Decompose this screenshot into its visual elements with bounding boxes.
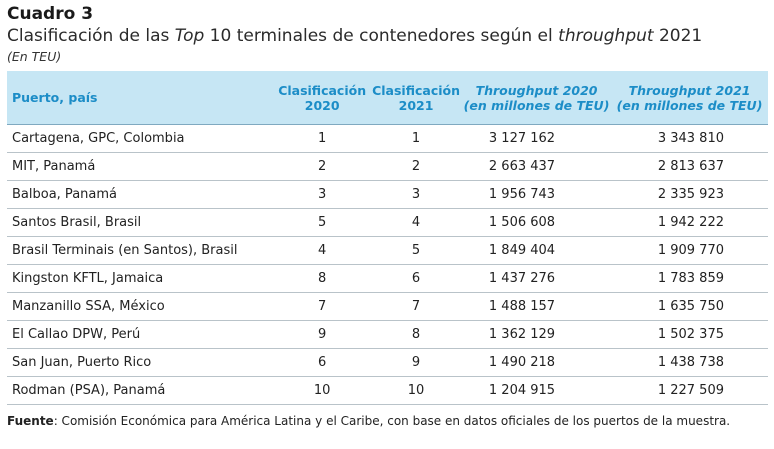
source-text: : Comisión Económica para América Latina… <box>53 414 731 428</box>
cell-rank-2021: 5 <box>370 236 463 265</box>
cell-rank-2020: 3 <box>274 180 371 209</box>
header-throughput-2021-line1: Throughput 2021 <box>628 82 751 98</box>
table-row: Brasil Terminais (en Santos), Brasil 4 5… <box>7 236 768 265</box>
cell-port: El Callao DPW, Perú <box>7 320 275 349</box>
cell-throughput-2021: 1 783 859 <box>611 264 768 293</box>
table-row: Manzanillo SSA, México 7 7 1 488 157 1 6… <box>7 292 768 321</box>
cell-port: Santos Brasil, Brasil <box>7 208 275 237</box>
cell-throughput-2021: 1 438 738 <box>611 348 768 377</box>
cell-rank-2020: 6 <box>274 348 371 377</box>
cell-rank-2021: 8 <box>370 320 463 349</box>
header-rank-2020-line2: 2020 <box>304 97 340 113</box>
cell-throughput-2020: 1 362 129 <box>462 320 612 349</box>
header-rank-2021: Clasificación 2021 <box>370 71 462 125</box>
table-row: Kingston KFTL, Jamaica 8 6 1 437 276 1 7… <box>7 264 768 293</box>
cell-port: Rodman (PSA), Panamá <box>7 376 275 405</box>
cell-rank-2021: 7 <box>370 292 463 321</box>
table-row: El Callao DPW, Perú 9 8 1 362 129 1 502 … <box>7 320 768 349</box>
table-row: San Juan, Puerto Rico 6 9 1 490 218 1 43… <box>7 348 768 377</box>
header-throughput-2020-line1: Throughput 2020 <box>475 82 598 98</box>
cell-throughput-2020: 1 204 915 <box>462 376 612 405</box>
cell-rank-2021: 2 <box>370 152 463 181</box>
source-label: Fuente <box>7 414 54 428</box>
cell-throughput-2021: 1 502 375 <box>611 320 768 349</box>
cell-throughput-2021: 3 343 810 <box>611 124 768 153</box>
cell-rank-2021: 4 <box>370 208 463 237</box>
cell-port: San Juan, Puerto Rico <box>7 348 275 377</box>
cell-rank-2020: 4 <box>274 236 371 265</box>
ranking-table: Puerto, país Clasificación 2020 Clasifica… <box>7 71 768 405</box>
header-rank-2020: Clasificación 2020 <box>274 71 370 125</box>
cell-rank-2020: 10 <box>274 376 371 405</box>
cell-throughput-2021: 1 942 222 <box>611 208 768 237</box>
title-part1: Clasificación de las <box>7 26 175 46</box>
cell-throughput-2020: 1 488 157 <box>462 292 612 321</box>
cell-port: Brasil Terminais (en Santos), Brasil <box>7 236 275 265</box>
cell-throughput-2020: 3 127 162 <box>462 124 612 153</box>
cell-throughput-2020: 1 956 743 <box>462 180 612 209</box>
cell-rank-2020: 5 <box>274 208 371 237</box>
cell-port: Manzanillo SSA, México <box>7 292 275 321</box>
document: Cuadro 3 Clasificación de las Top 10 ter… <box>7 4 768 428</box>
cell-port: Kingston KFTL, Jamaica <box>7 264 275 293</box>
cell-throughput-2020: 1 506 608 <box>462 208 612 237</box>
cell-port: Balboa, Panamá <box>7 180 275 209</box>
cell-rank-2020: 2 <box>274 152 371 181</box>
cell-rank-2020: 8 <box>274 264 371 293</box>
cell-throughput-2021: 1 909 770 <box>611 236 768 265</box>
table-row: Balboa, Panamá 3 3 1 956 743 2 335 923 <box>7 180 768 209</box>
title-part3: 2021 <box>653 26 703 46</box>
cell-throughput-2021: 1 635 750 <box>611 292 768 321</box>
header-throughput-2021-line2: (en millones de TEU) <box>616 97 763 113</box>
header-rank-2020-line1: Clasificación <box>278 82 367 98</box>
cell-throughput-2021: 1 227 509 <box>611 376 768 405</box>
table-row: MIT, Panamá 2 2 2 663 437 2 813 637 <box>7 152 768 181</box>
cell-port: Cartagena, GPC, Colombia <box>7 124 275 153</box>
cell-rank-2020: 1 <box>274 124 371 153</box>
cell-throughput-2020: 1 849 404 <box>462 236 612 265</box>
unit-note: (En TEU) <box>7 49 62 64</box>
table-row: Rodman (PSA), Panamá 10 10 1 204 915 1 2… <box>7 376 768 405</box>
cell-throughput-2021: 2 813 637 <box>611 152 768 181</box>
cell-throughput-2020: 2 663 437 <box>462 152 612 181</box>
cell-rank-2021: 10 <box>370 376 463 405</box>
cell-throughput-2020: 1 437 276 <box>462 264 612 293</box>
source-note: Fuente: Comisión Económica para América … <box>7 414 768 428</box>
header-rank-2021-line1: Clasificación <box>372 82 461 98</box>
cell-rank-2021: 3 <box>370 180 463 209</box>
cell-rank-2021: 6 <box>370 264 463 293</box>
title-italic1: Top <box>174 26 205 46</box>
cell-rank-2020: 7 <box>274 292 371 321</box>
header-port-country: Puerto, país <box>12 90 98 105</box>
cell-rank-2020: 9 <box>274 320 371 349</box>
table-number: Cuadro 3 <box>7 4 94 24</box>
title-italic2: throughput <box>558 26 654 46</box>
table-title: Clasificación de las Top 10 terminales d… <box>7 25 768 47</box>
cell-rank-2021: 1 <box>370 124 463 153</box>
header-throughput-2020-line2: (en millones de TEU) <box>463 97 610 113</box>
header-rank-2021-line2: 2021 <box>398 97 434 113</box>
cell-port: MIT, Panamá <box>7 152 275 181</box>
header-throughput-2021: Throughput 2021 (en millones de TEU) <box>611 71 768 125</box>
header-throughput-2020: Throughput 2020 (en millones de TEU) <box>462 71 611 125</box>
header-row: Puerto, país Clasificación 2020 Clasifica… <box>7 71 768 125</box>
title-part2: 10 terminales de contenedores según el <box>204 26 559 46</box>
cell-rank-2021: 9 <box>370 348 463 377</box>
table-row: Cartagena, GPC, Colombia 1 1 3 127 162 3… <box>7 124 768 153</box>
table-body: Cartagena, GPC, Colombia 1 1 3 127 162 3… <box>7 124 768 405</box>
cell-throughput-2021: 2 335 923 <box>611 180 768 209</box>
table-header: Puerto, país Clasificación 2020 Clasifica… <box>7 71 768 125</box>
cell-throughput-2020: 1 490 218 <box>462 348 612 377</box>
table-row: Santos Brasil, Brasil 5 4 1 506 608 1 94… <box>7 208 768 237</box>
